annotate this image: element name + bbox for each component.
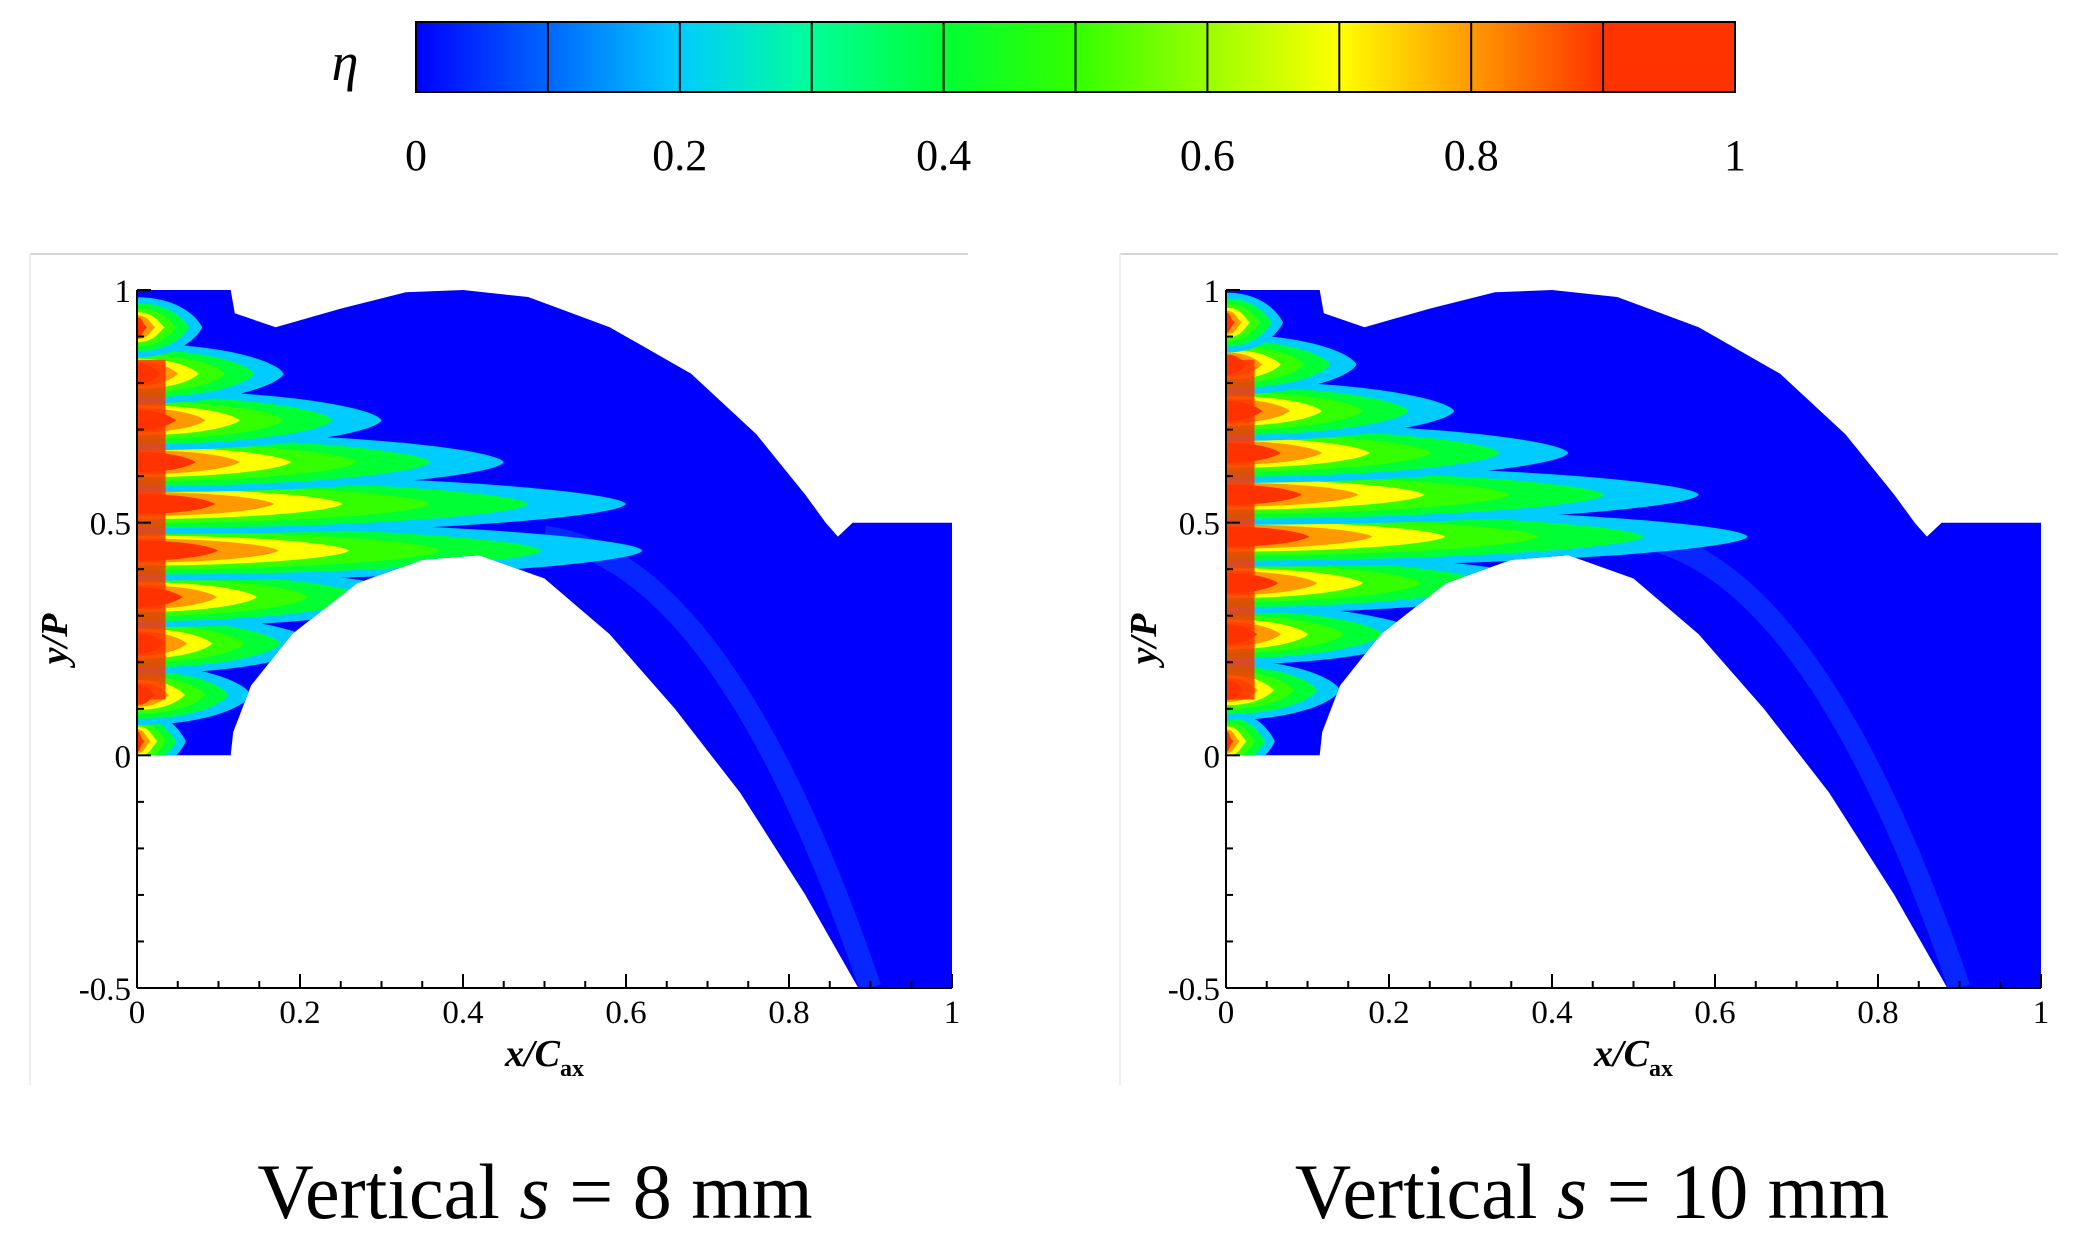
colorbar-level-0 — [416, 22, 549, 92]
colorbar-tick-label: 0 — [405, 131, 427, 180]
panel-caption: Vertical s = 8 mm — [257, 1148, 812, 1235]
colorbar-level-5 — [1075, 22, 1208, 92]
colorbar-frame — [415, 21, 1736, 93]
film-streak-0-layer-5 — [137, 731, 145, 752]
film-streak-9-layer-5 — [137, 317, 148, 338]
colorbar: η 0 0.2 0.4 0.6 0.8 1 — [332, 21, 1746, 180]
y-tick-label: -0.5 — [1168, 972, 1220, 1008]
x-tick-label: 0.2 — [279, 995, 320, 1031]
film-streak-9-layer-5 — [1226, 312, 1236, 333]
effectiveness-field — [137, 290, 952, 988]
colorbar-tick-label: 0.6 — [1180, 131, 1235, 180]
leading-edge-hot-band — [1226, 359, 1255, 700]
x-axis-label: x/Cax — [1593, 1033, 1673, 1082]
colorbar-level-1 — [547, 22, 681, 92]
colorbar-level-4 — [943, 22, 1076, 92]
colorbar-level-9 — [1603, 22, 1736, 92]
film-streak-0-layer-5 — [1226, 731, 1234, 752]
colorbar-level-7 — [1339, 22, 1472, 92]
effectiveness-field — [1226, 290, 2041, 988]
y-tick-label: 0.5 — [90, 507, 131, 543]
colorbar-tick-label: 0.8 — [1444, 131, 1499, 180]
x-tick-label: 0.6 — [1694, 995, 1735, 1031]
colorbar-level-3 — [811, 22, 945, 92]
x-tick-label: 0.6 — [605, 995, 646, 1031]
y-tick-label: 0.5 — [1179, 507, 1220, 543]
colorbar-tick-label: 0.4 — [916, 131, 971, 180]
y-tick-label: 0 — [115, 739, 132, 775]
leading-edge-hot-band — [137, 359, 166, 700]
x-tick-label: 0 — [1218, 995, 1235, 1031]
panel-caption: Vertical s = 10 mm — [1295, 1148, 1889, 1235]
colorbar-level-2 — [679, 22, 813, 92]
x-axis-label: x/Cax — [504, 1033, 584, 1082]
x-tick-label: 1 — [2033, 995, 2050, 1031]
y-tick-label: 0 — [1204, 739, 1221, 775]
y-tick-label: 1 — [1204, 274, 1221, 310]
y-axis-label: y/P — [1123, 613, 1165, 668]
colorbar-symbol: η — [332, 32, 359, 92]
colorbar-level-8 — [1471, 22, 1604, 92]
wake-band — [1631, 525, 1970, 988]
x-tick-label: 0 — [129, 995, 146, 1031]
x-tick-label: 0.8 — [768, 995, 809, 1031]
colorbar-tick-label: 0.2 — [652, 131, 707, 180]
colorbar-level-6 — [1207, 22, 1340, 92]
x-tick-label: 0.4 — [442, 995, 483, 1031]
x-tick-label: 0.8 — [1857, 995, 1898, 1031]
x-tick-label: 0.4 — [1531, 995, 1572, 1031]
y-tick-label: -0.5 — [79, 972, 131, 1008]
x-tick-label: 1 — [944, 995, 961, 1031]
y-tick-label: 1 — [115, 274, 132, 310]
x-tick-label: 0.2 — [1368, 995, 1409, 1031]
y-axis-label: y/P — [34, 613, 76, 668]
colorbar-tick-label: 1 — [1724, 131, 1746, 180]
